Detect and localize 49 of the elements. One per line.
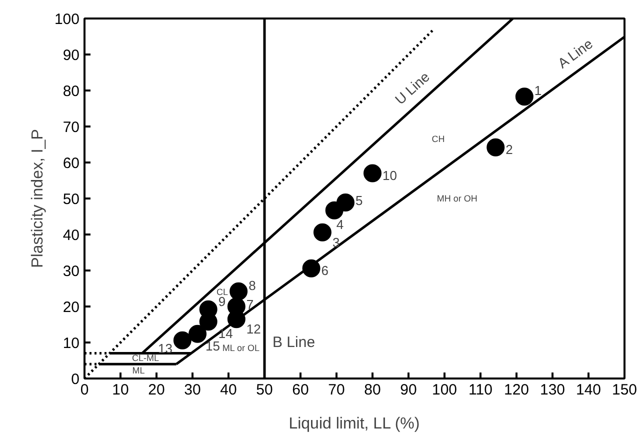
x-tick-label: 30 bbox=[184, 382, 201, 398]
annotation: CL-ML bbox=[132, 352, 160, 363]
annotation: U Line bbox=[392, 68, 433, 108]
annotation: 8 bbox=[248, 278, 256, 293]
y-tick-label: 0 bbox=[71, 371, 80, 388]
annotation: 10 bbox=[382, 168, 397, 183]
annotation: 1 bbox=[534, 83, 542, 98]
y-axis-title: Plasticity index, I_P bbox=[29, 129, 46, 268]
y-tick-label: 90 bbox=[62, 47, 80, 64]
x-axis-title: Liquid limit, LL (%) bbox=[288, 416, 420, 432]
annotation: 2 bbox=[506, 142, 513, 157]
y-tick-label: 100 bbox=[54, 11, 80, 28]
ref-line-label: B Line bbox=[272, 334, 316, 351]
x-tick-label: 140 bbox=[576, 382, 602, 398]
x-tick-label: 80 bbox=[364, 382, 381, 398]
annotation: A Line bbox=[554, 35, 596, 72]
x-tick-label: 100 bbox=[432, 382, 458, 398]
y-tick-label: 30 bbox=[62, 263, 80, 280]
x-tick-label: 50 bbox=[256, 382, 273, 398]
y-tick-label: 60 bbox=[62, 155, 80, 172]
y-tick-label: 50 bbox=[62, 191, 80, 208]
annotation: 13 bbox=[158, 340, 172, 356]
y-tick-label: 70 bbox=[62, 119, 80, 136]
annotation: 4 bbox=[336, 216, 344, 232]
annotation: 12 bbox=[246, 322, 261, 337]
y-tick-label: 40 bbox=[62, 227, 80, 244]
annotation: 5 bbox=[356, 192, 363, 208]
annotation: ML bbox=[132, 366, 145, 376]
annotation: 14 bbox=[218, 326, 233, 342]
x-tick-label: 70 bbox=[328, 382, 345, 398]
y-tick-label: 10 bbox=[62, 335, 80, 352]
x-tick-label: 20 bbox=[148, 382, 165, 398]
annotation: 15 bbox=[206, 338, 220, 354]
x-tick-label: 40 bbox=[220, 382, 237, 398]
x-tick-label: 120 bbox=[504, 382, 530, 398]
y-tick-label: 20 bbox=[62, 299, 80, 316]
annotation: ML or OL bbox=[222, 342, 260, 353]
x-tick-label: 110 bbox=[468, 382, 492, 398]
annotation: 6 bbox=[321, 262, 329, 278]
annotation: CH bbox=[432, 134, 445, 144]
y-tick-label: 80 bbox=[62, 83, 80, 100]
x-tick-label: 90 bbox=[400, 382, 417, 398]
x-tick-label: 10 bbox=[112, 382, 129, 398]
x-tick-label: 150 bbox=[612, 382, 638, 398]
annotation: 3 bbox=[332, 234, 340, 250]
x-tick-label: 60 bbox=[292, 382, 309, 398]
annotation: 7 bbox=[246, 297, 254, 312]
x-tick-label: 130 bbox=[540, 382, 566, 398]
annotation: MH or OH bbox=[436, 194, 478, 204]
